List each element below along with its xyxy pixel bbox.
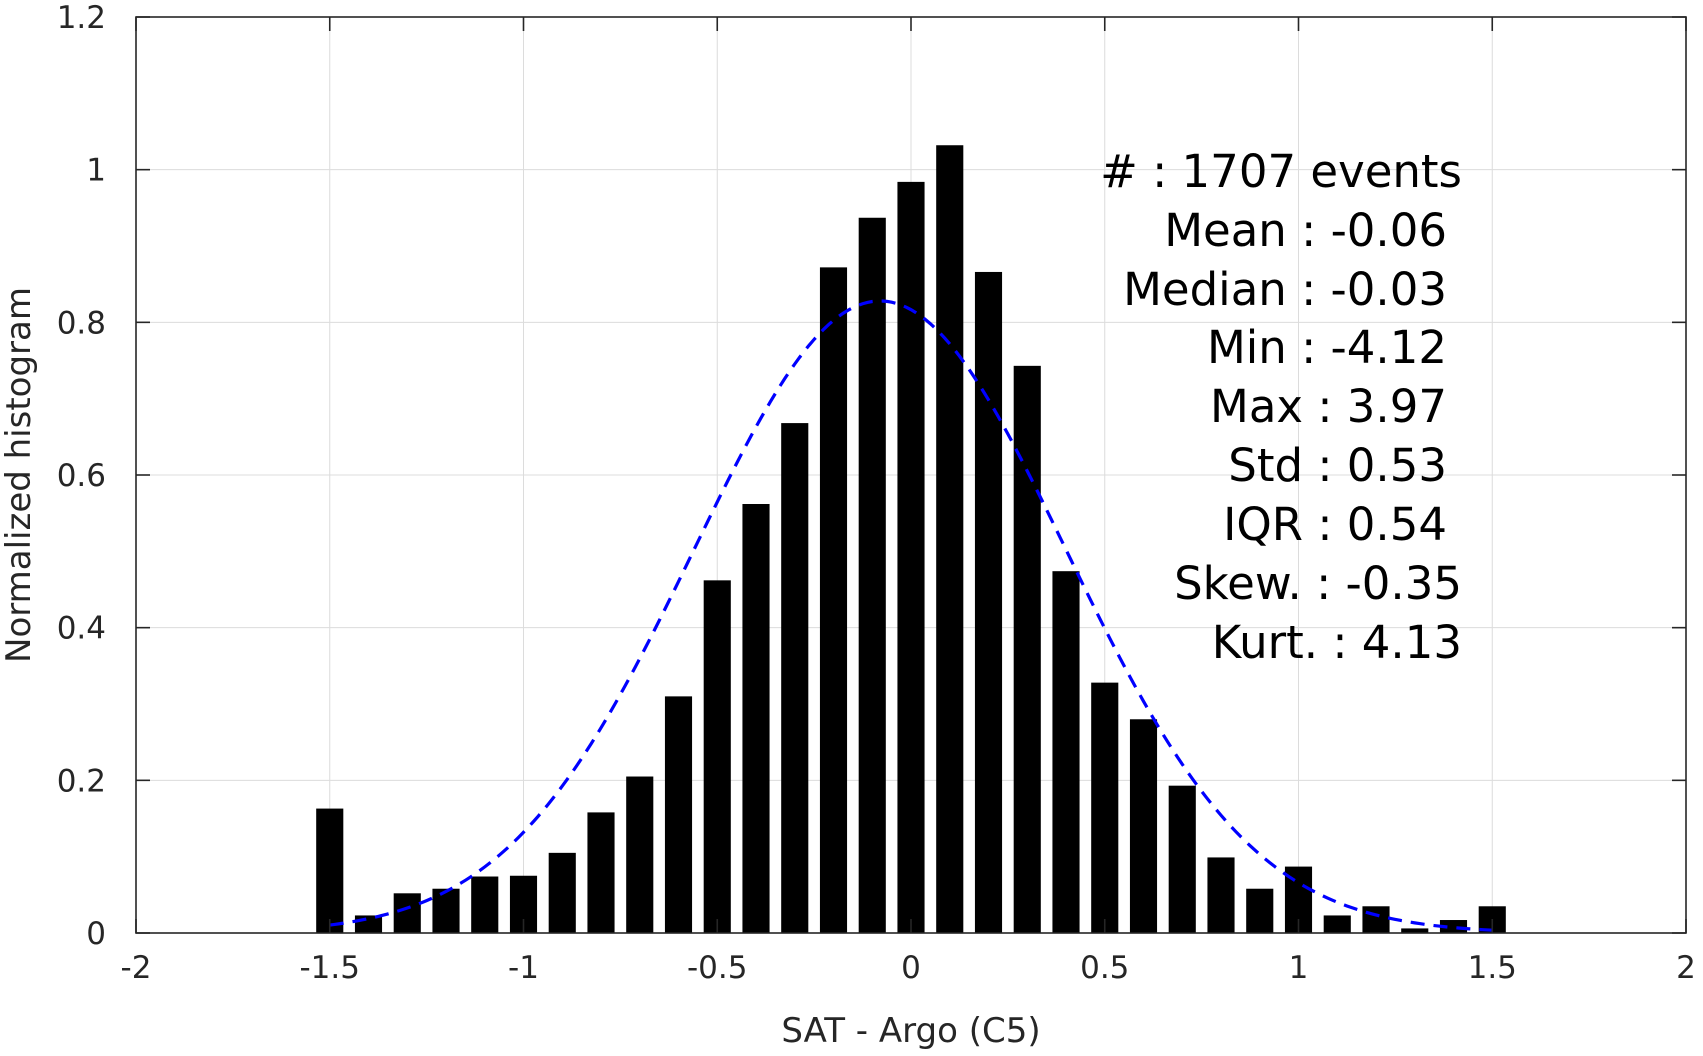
histogram-bar: [1168, 785, 1196, 933]
histogram-bar: [936, 145, 964, 934]
histogram-bar: [897, 181, 925, 933]
x-tick-label: 1: [1289, 950, 1309, 986]
stat-skewness: Skew. : -0.35: [1174, 557, 1462, 610]
x-tick-label: 0.5: [1080, 950, 1129, 986]
histogram-bar: [1246, 888, 1274, 933]
x-tick-label: -2: [121, 950, 152, 986]
stat-kurtosis: Kurt. : 4.13: [1212, 616, 1462, 669]
histogram-bar: [819, 267, 848, 934]
normal-fit-curve: [329, 299, 1493, 932]
x-tick-label: 0: [901, 950, 921, 986]
y-tick-label: 1: [86, 153, 106, 189]
histogram-bar: [703, 580, 731, 933]
histogram-bar: [1129, 719, 1158, 933]
histogram-bar: [432, 888, 460, 933]
x-tick-label: -1.5: [300, 950, 361, 986]
y-tick-labels: 0 0.2 0.4 0.6 0.8 1 1.2: [57, 0, 106, 952]
histogram-bar: [1439, 920, 1468, 933]
y-tick-label: 0.6: [57, 458, 106, 494]
y-tick-label: 0.8: [57, 305, 106, 341]
histogram-bar: [1052, 571, 1080, 933]
y-tick-label: 0.2: [57, 763, 106, 799]
histogram-bar: [393, 893, 421, 933]
histogram-bar: [1362, 906, 1390, 933]
histogram-bar: [664, 696, 693, 933]
y-tick-label: 0.4: [57, 611, 106, 647]
histogram-bar: [587, 812, 615, 933]
stat-min: Min : -4.12: [1207, 321, 1447, 374]
histogram-bar: [471, 876, 499, 933]
axis-ticks: [135, 16, 1687, 934]
x-tick-label: 2: [1676, 950, 1696, 986]
y-tick-label: 0: [86, 916, 106, 952]
histogram-bar: [1013, 365, 1041, 933]
stats-annotation: # : 1707 events Mean : -0.06 Median : -0…: [1100, 145, 1462, 669]
stat-iqr: IQR : 0.54: [1223, 498, 1447, 551]
histogram-bar: [1207, 857, 1235, 933]
histogram-bar: [858, 217, 886, 934]
stat-median: Median : -0.03: [1123, 263, 1447, 316]
x-tick-label: -0.5: [687, 950, 748, 986]
stat-std: Std : 0.53: [1228, 439, 1447, 492]
histogram-bar: [626, 776, 654, 933]
y-axis-label: Normalized histogram: [0, 287, 39, 663]
y-tick-label: 1.2: [57, 0, 106, 36]
stat-max: Max : 3.97: [1210, 380, 1447, 433]
histogram-bar: [548, 852, 576, 933]
stat-events: # : 1707 events: [1100, 145, 1462, 198]
x-tick-label: -1: [508, 950, 539, 986]
histogram-bar: [1401, 928, 1429, 933]
histogram-bar: [316, 808, 344, 933]
histogram-bar: [974, 271, 1003, 933]
histogram-bar: [742, 504, 770, 933]
histogram-bars: [316, 145, 1506, 934]
histogram-bar: [1323, 915, 1351, 933]
histogram-bar: [781, 423, 809, 933]
x-tick-labels: -2 -1.5 -1 -0.5 0 0.5 1 1.5 2: [121, 950, 1696, 986]
histogram-bar: [1091, 682, 1119, 933]
stat-mean: Mean : -0.06: [1164, 204, 1447, 257]
x-tick-label: 1.5: [1468, 950, 1517, 986]
x-axis-label: SAT - Argo (C5): [781, 1011, 1040, 1051]
